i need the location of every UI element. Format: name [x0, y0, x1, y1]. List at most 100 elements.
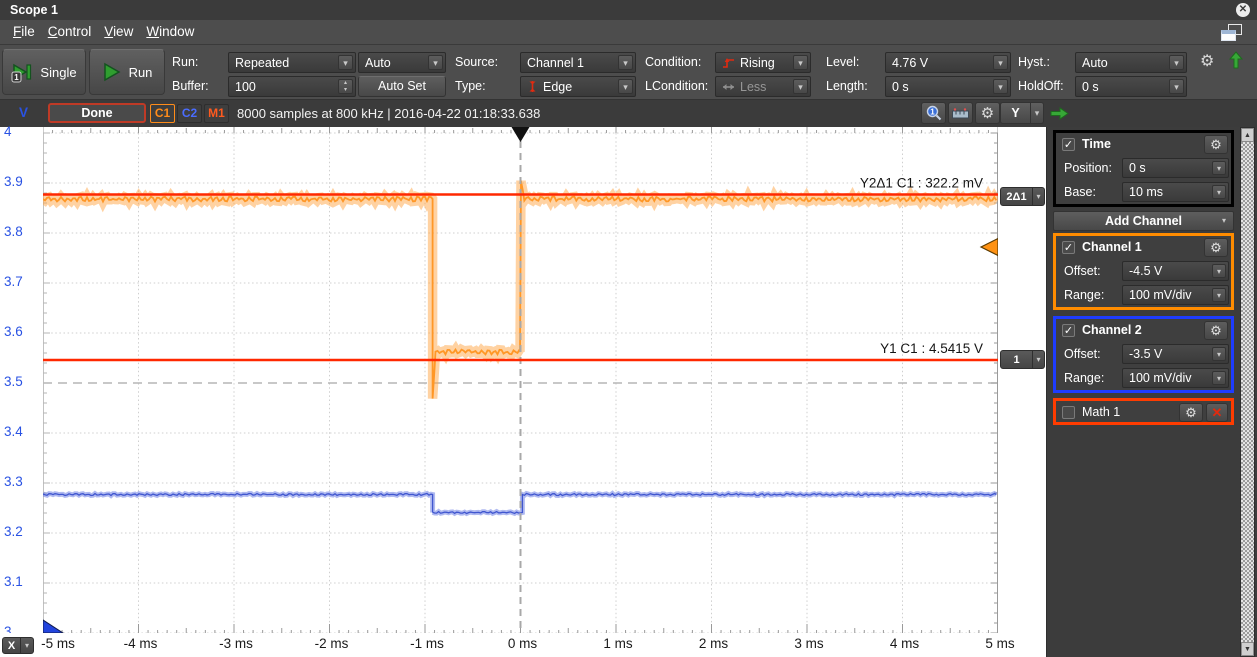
add-channel-button[interactable]: Add Channel ▾ [1053, 211, 1234, 231]
spinner-icon[interactable]: ▴ ▾ [338, 79, 353, 94]
chevron-down-icon[interactable]: ▾ [1212, 264, 1226, 278]
holdoff-dropdown[interactable]: 0 s ▾ [1075, 76, 1187, 97]
chevron-down-icon[interactable]: ▾ [793, 79, 808, 94]
channel2-range-dropdown[interactable]: 100 mV/div ▾ [1122, 368, 1229, 388]
cursor-1-caret[interactable]: ▾ [1033, 350, 1045, 369]
chevron-down-icon[interactable]: ▾ [428, 55, 443, 70]
hyst-label: Hyst.: [1018, 55, 1050, 69]
cursor-1-button[interactable]: 1 [1000, 350, 1033, 369]
status-done-button[interactable]: Done [48, 103, 146, 123]
measure-tool-button[interactable] [948, 102, 973, 124]
channel2-panel-title: Channel 2 [1082, 323, 1142, 337]
length-value: 0 s [892, 79, 909, 94]
source-dropdown[interactable]: Channel 1 ▾ [520, 52, 636, 73]
time-gear-button[interactable]: ⚙ [1204, 135, 1228, 154]
chevron-down-icon[interactable]: ▾ [338, 55, 353, 70]
cursor-2d1-button[interactable]: 2Δ1 [1000, 187, 1033, 206]
channel2-offset-label: Offset: [1064, 347, 1101, 361]
condition-value: Rising [740, 55, 775, 70]
scroll-up-icon[interactable]: ▲ [1241, 128, 1254, 142]
holdoff-value: 0 s [1082, 79, 1099, 94]
base-dropdown[interactable]: 10 ms ▾ [1122, 182, 1229, 202]
channel2-offset-dropdown[interactable]: -3.5 V ▾ [1122, 344, 1229, 364]
buffer-input[interactable]: 100 ▴ ▾ [228, 76, 356, 97]
type-dropdown[interactable]: Edge ▾ [520, 76, 636, 97]
svg-text:1: 1 [15, 73, 20, 82]
badge-c2[interactable]: C2 [177, 104, 202, 123]
chevron-down-icon[interactable]: ▾ [1212, 347, 1226, 361]
chevron-down-icon[interactable]: ▾ [1169, 55, 1184, 70]
channel1-gear-button[interactable]: ⚙ [1204, 238, 1228, 257]
menu-item-view[interactable]: View [104, 24, 134, 39]
math1-checkbox[interactable] [1062, 406, 1075, 419]
gear-icon: ⚙ [1185, 405, 1197, 420]
channel1-offset-dropdown[interactable]: -4.5 V ▾ [1122, 261, 1229, 281]
menu-item-window[interactable]: Window [146, 24, 195, 39]
scroll-down-icon[interactable]: ▼ [1241, 642, 1254, 656]
channel2-checkbox[interactable]: ✓ [1062, 324, 1075, 337]
zoom-tool-button[interactable]: 1 [921, 102, 946, 124]
cursor-2d1-caret[interactable]: ▾ [1033, 187, 1045, 206]
y-axis-button[interactable]: Y [1000, 102, 1031, 124]
auto-set-button[interactable]: Auto Set [358, 76, 446, 97]
add-channel-label: Add Channel [1104, 214, 1183, 228]
chevron-down-icon[interactable]: ▾ [1212, 288, 1226, 302]
menu-item-control[interactable]: Control [47, 24, 92, 39]
trigger-position-marker[interactable] [511, 127, 530, 142]
channel2-offset-value: -3.5 V [1129, 347, 1163, 361]
x-tick-label: -4 ms [123, 636, 158, 651]
menu-items: File Control View Window [0, 24, 195, 39]
chevron-down-icon[interactable]: ▾ [618, 55, 633, 70]
channel1-range-dropdown[interactable]: 100 mV/div ▾ [1122, 285, 1229, 305]
level-dropdown[interactable]: 4.76 V ▾ [885, 52, 1011, 73]
gear-icon[interactable]: ⚙ [1200, 53, 1215, 70]
single-button[interactable]: 1 Single [2, 49, 86, 95]
position-dropdown[interactable]: 0 s ▾ [1122, 158, 1229, 178]
x-axis-caret[interactable]: ▾ [21, 637, 34, 654]
chevron-down-icon[interactable]: ▾ [993, 55, 1008, 70]
math1-gear-button[interactable]: ⚙ [1179, 403, 1203, 422]
badge-m1[interactable]: M1 [204, 104, 229, 123]
run-button[interactable]: Run [89, 49, 165, 95]
c1-level-arrow-icon[interactable] [979, 237, 999, 257]
math1-panel-title: Math 1 [1082, 405, 1121, 419]
chevron-down-icon[interactable]: ▾ [1212, 161, 1226, 175]
chevron-down-icon[interactable]: ▾ [1212, 185, 1226, 199]
float-window-icon[interactable] [1219, 22, 1245, 44]
sidebar-scrollbar[interactable]: ▲ ▼ [1240, 127, 1255, 657]
panel-collapse-arrow-icon[interactable] [1050, 107, 1069, 120]
type-value: Edge [543, 79, 573, 94]
run-icon [103, 62, 121, 82]
plot-settings-button[interactable]: ⚙ [975, 102, 1000, 124]
y-axis-caret[interactable]: ▾ [1031, 102, 1044, 124]
condition-dropdown[interactable]: Rising ▾ [715, 52, 811, 73]
trigger-up-arrow-icon[interactable] [1229, 51, 1243, 69]
chevron-down-icon[interactable]: ▾ [1169, 79, 1184, 94]
channel2-gear-button[interactable]: ⚙ [1204, 321, 1228, 340]
edge-icon [527, 80, 538, 93]
x-axis-button[interactable]: X [2, 637, 21, 654]
x-position-marker[interactable] [42, 619, 65, 634]
badge-c1[interactable]: C1 [150, 104, 175, 123]
lcondition-dropdown[interactable]: Less ▾ [715, 76, 811, 97]
length-dropdown[interactable]: 0 s ▾ [885, 76, 1011, 97]
close-icon[interactable]: ✕ [1236, 3, 1250, 17]
gear-icon: ⚙ [980, 105, 995, 122]
y-tick-label: 3.2 [4, 524, 23, 539]
plot-area[interactable]: Y2Δ1 C1 : 322.2 mV Y1 C1 : 4.5415 V [40, 127, 1001, 634]
hyst-dropdown[interactable]: Auto ▾ [1075, 52, 1187, 73]
base-value: 10 ms [1129, 185, 1164, 199]
time-checkbox[interactable]: ✓ [1062, 138, 1075, 151]
menu-item-file[interactable]: File [13, 24, 35, 39]
math1-delete-button[interactable]: ✕ [1206, 403, 1228, 422]
chevron-down-icon[interactable]: ▾ [618, 79, 633, 94]
chevron-down-icon[interactable]: ▾ [793, 55, 808, 70]
cursor-label-1: Y2Δ1 C1 : 322.2 mV [860, 176, 983, 191]
chevron-down-icon[interactable]: ▾ [1212, 371, 1226, 385]
length-label: Length: [826, 79, 868, 93]
run-mode-dropdown[interactable]: Repeated ▾ [228, 52, 356, 73]
trigger-mode-dropdown[interactable]: Auto ▾ [358, 52, 446, 73]
chevron-down-icon: ▾ [1221, 216, 1226, 225]
channel1-checkbox[interactable]: ✓ [1062, 241, 1075, 254]
chevron-down-icon[interactable]: ▾ [993, 79, 1008, 94]
